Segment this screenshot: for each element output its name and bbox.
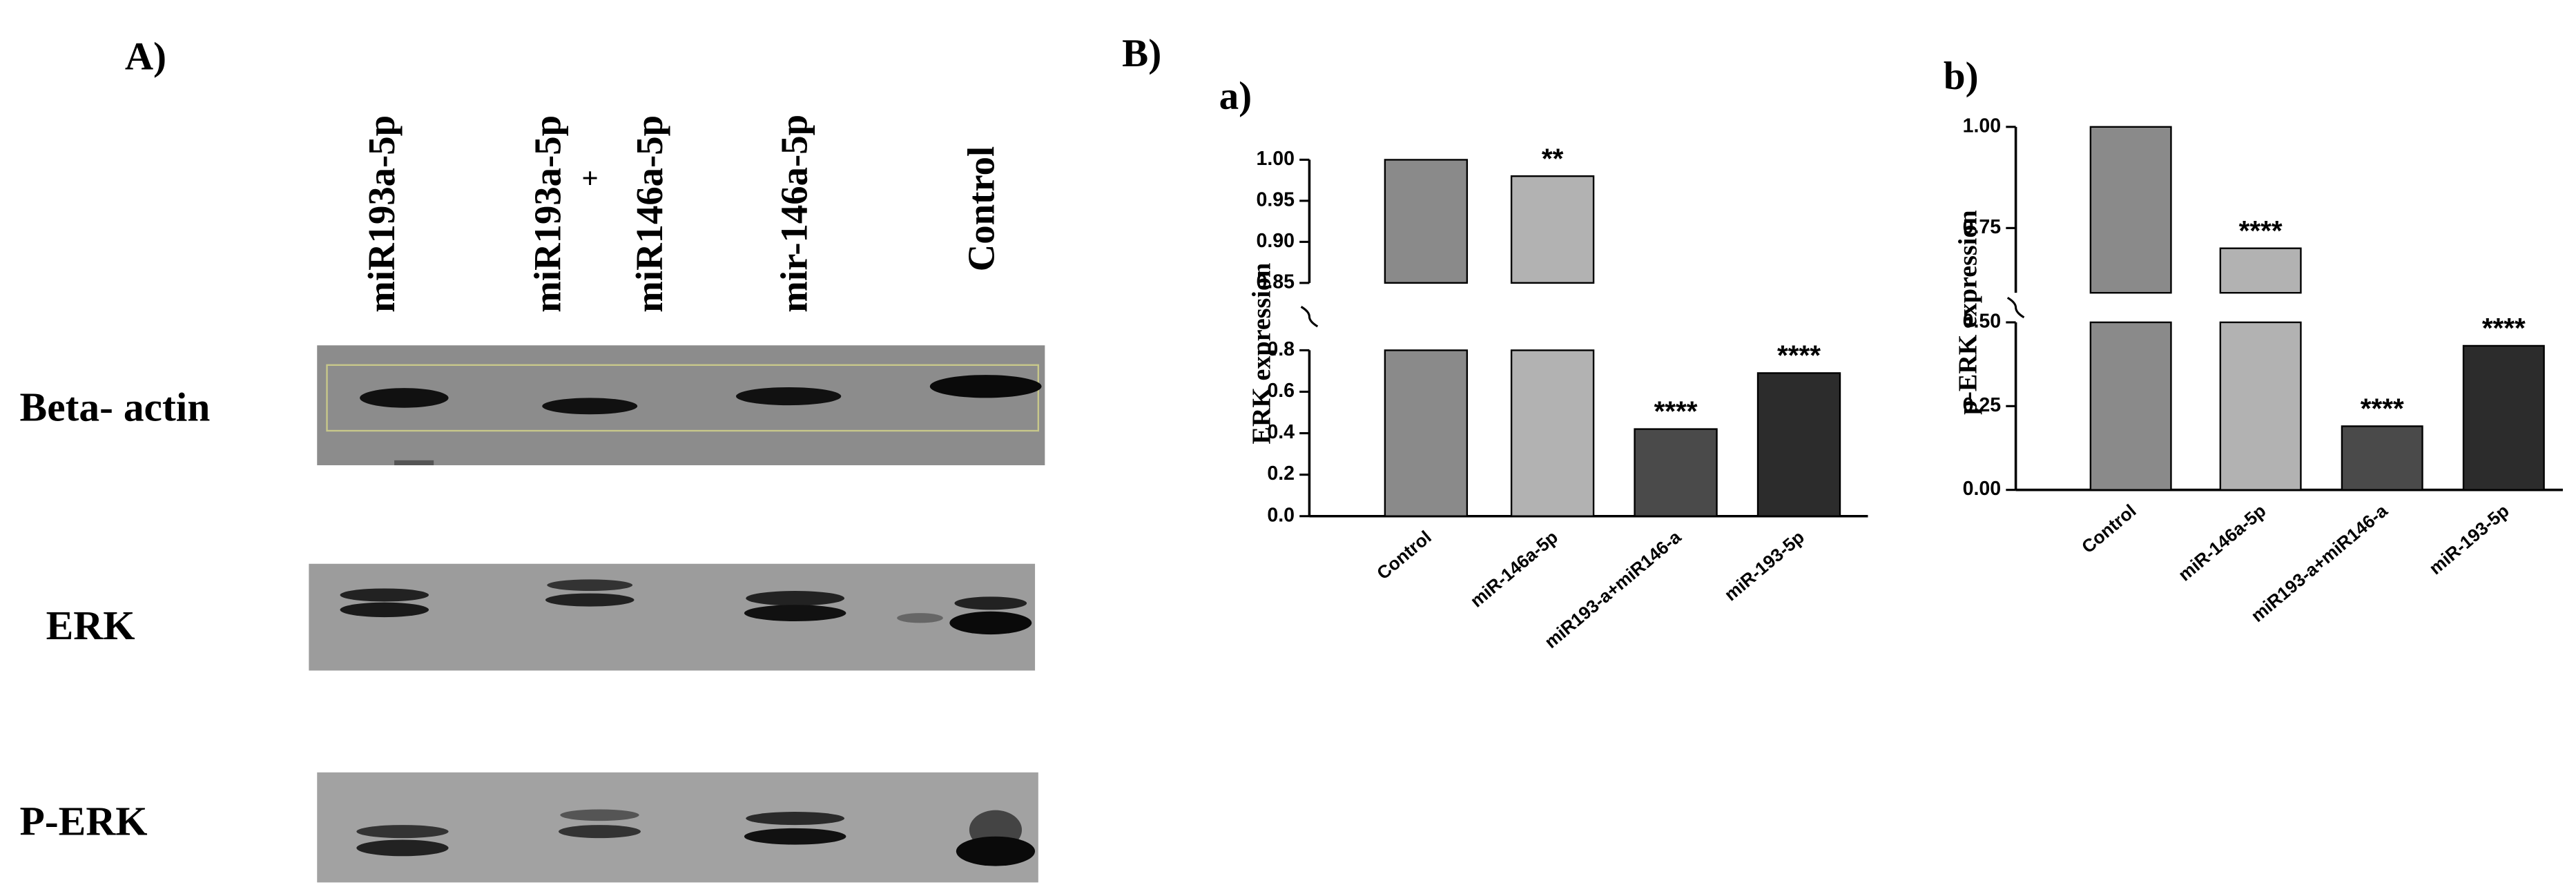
x-tick-label: miR-146a-5p bbox=[2174, 500, 2269, 585]
x-tick-label: miR193-a+miR146-a bbox=[2247, 500, 2392, 626]
panel-label: B) bbox=[1122, 32, 1161, 75]
x-tick-label: Control bbox=[1373, 527, 1435, 584]
panel-label: a) bbox=[1219, 75, 1252, 118]
y-tick-label: 0.6 bbox=[1267, 380, 1295, 402]
y-tick-label: 0.90 bbox=[1256, 230, 1295, 252]
x-tick-label: miR193-a+miR146-a bbox=[1540, 526, 1685, 652]
y-tick-label: 1.00 bbox=[1256, 148, 1295, 170]
bar bbox=[2219, 247, 2302, 491]
panel-label: A) bbox=[125, 35, 166, 79]
y-tick-label: 0.75 bbox=[1963, 216, 2002, 238]
bar bbox=[2462, 344, 2545, 491]
panel-label: b) bbox=[1944, 55, 1979, 98]
bar bbox=[1384, 159, 1469, 517]
bar bbox=[1510, 175, 1595, 517]
significance-label: **** bbox=[2361, 393, 2404, 425]
lane-label: Control bbox=[960, 146, 1003, 271]
bar bbox=[2089, 126, 2172, 491]
row-label: ERK bbox=[46, 603, 135, 648]
row-label: Beta- actin bbox=[20, 384, 211, 430]
blot-p-erk bbox=[317, 772, 1038, 883]
y-axis-label: p-ERK expression bbox=[1953, 210, 1982, 414]
x-tick-label: Control bbox=[2078, 500, 2140, 558]
y-tick-label: 0.00 bbox=[1963, 478, 2002, 500]
axis-break bbox=[2006, 296, 2025, 319]
significance-label: **** bbox=[2482, 312, 2526, 344]
significance-label: **** bbox=[1777, 340, 1821, 371]
bar bbox=[1634, 428, 1718, 517]
axis-break bbox=[1300, 306, 1319, 328]
y-tick-label: 0.0 bbox=[1267, 504, 1295, 526]
significance-label: **** bbox=[2239, 215, 2283, 246]
y-tick-label: 0.95 bbox=[1256, 188, 1295, 211]
y-tick-label: 0.50 bbox=[1963, 311, 2002, 333]
x-tick-label: miR-193-5p bbox=[2425, 500, 2512, 579]
y-tick-label: 0.8 bbox=[1267, 338, 1295, 360]
blot-erk bbox=[309, 563, 1036, 671]
significance-label: ** bbox=[1542, 142, 1564, 174]
blot-beta-actin bbox=[317, 345, 1045, 465]
x-tick-label: miR-193-5p bbox=[1721, 527, 1808, 605]
y-tick-label: 0.4 bbox=[1267, 421, 1295, 443]
lane-label: miR146a-5p bbox=[628, 115, 670, 313]
significance-label: **** bbox=[1654, 396, 1698, 427]
lane-label: miR193a-5p bbox=[526, 115, 568, 313]
lane-label: miR193a-5p bbox=[360, 115, 403, 313]
x-tick-label: miR-146a-5p bbox=[1466, 527, 1562, 612]
y-tick-label: 0.2 bbox=[1267, 462, 1295, 485]
lane-label: + bbox=[581, 162, 598, 195]
y-axis-label: ERK expression bbox=[1247, 263, 1276, 445]
bar bbox=[1756, 372, 1841, 517]
y-tick-label: 0.85 bbox=[1256, 271, 1295, 293]
y-tick-label: 1.00 bbox=[1963, 115, 2002, 137]
bar bbox=[2341, 425, 2423, 491]
lane-label: mir-146a-5p bbox=[773, 115, 815, 313]
row-label: P-ERK bbox=[20, 798, 148, 844]
y-tick-label: 0.25 bbox=[1963, 394, 2002, 416]
